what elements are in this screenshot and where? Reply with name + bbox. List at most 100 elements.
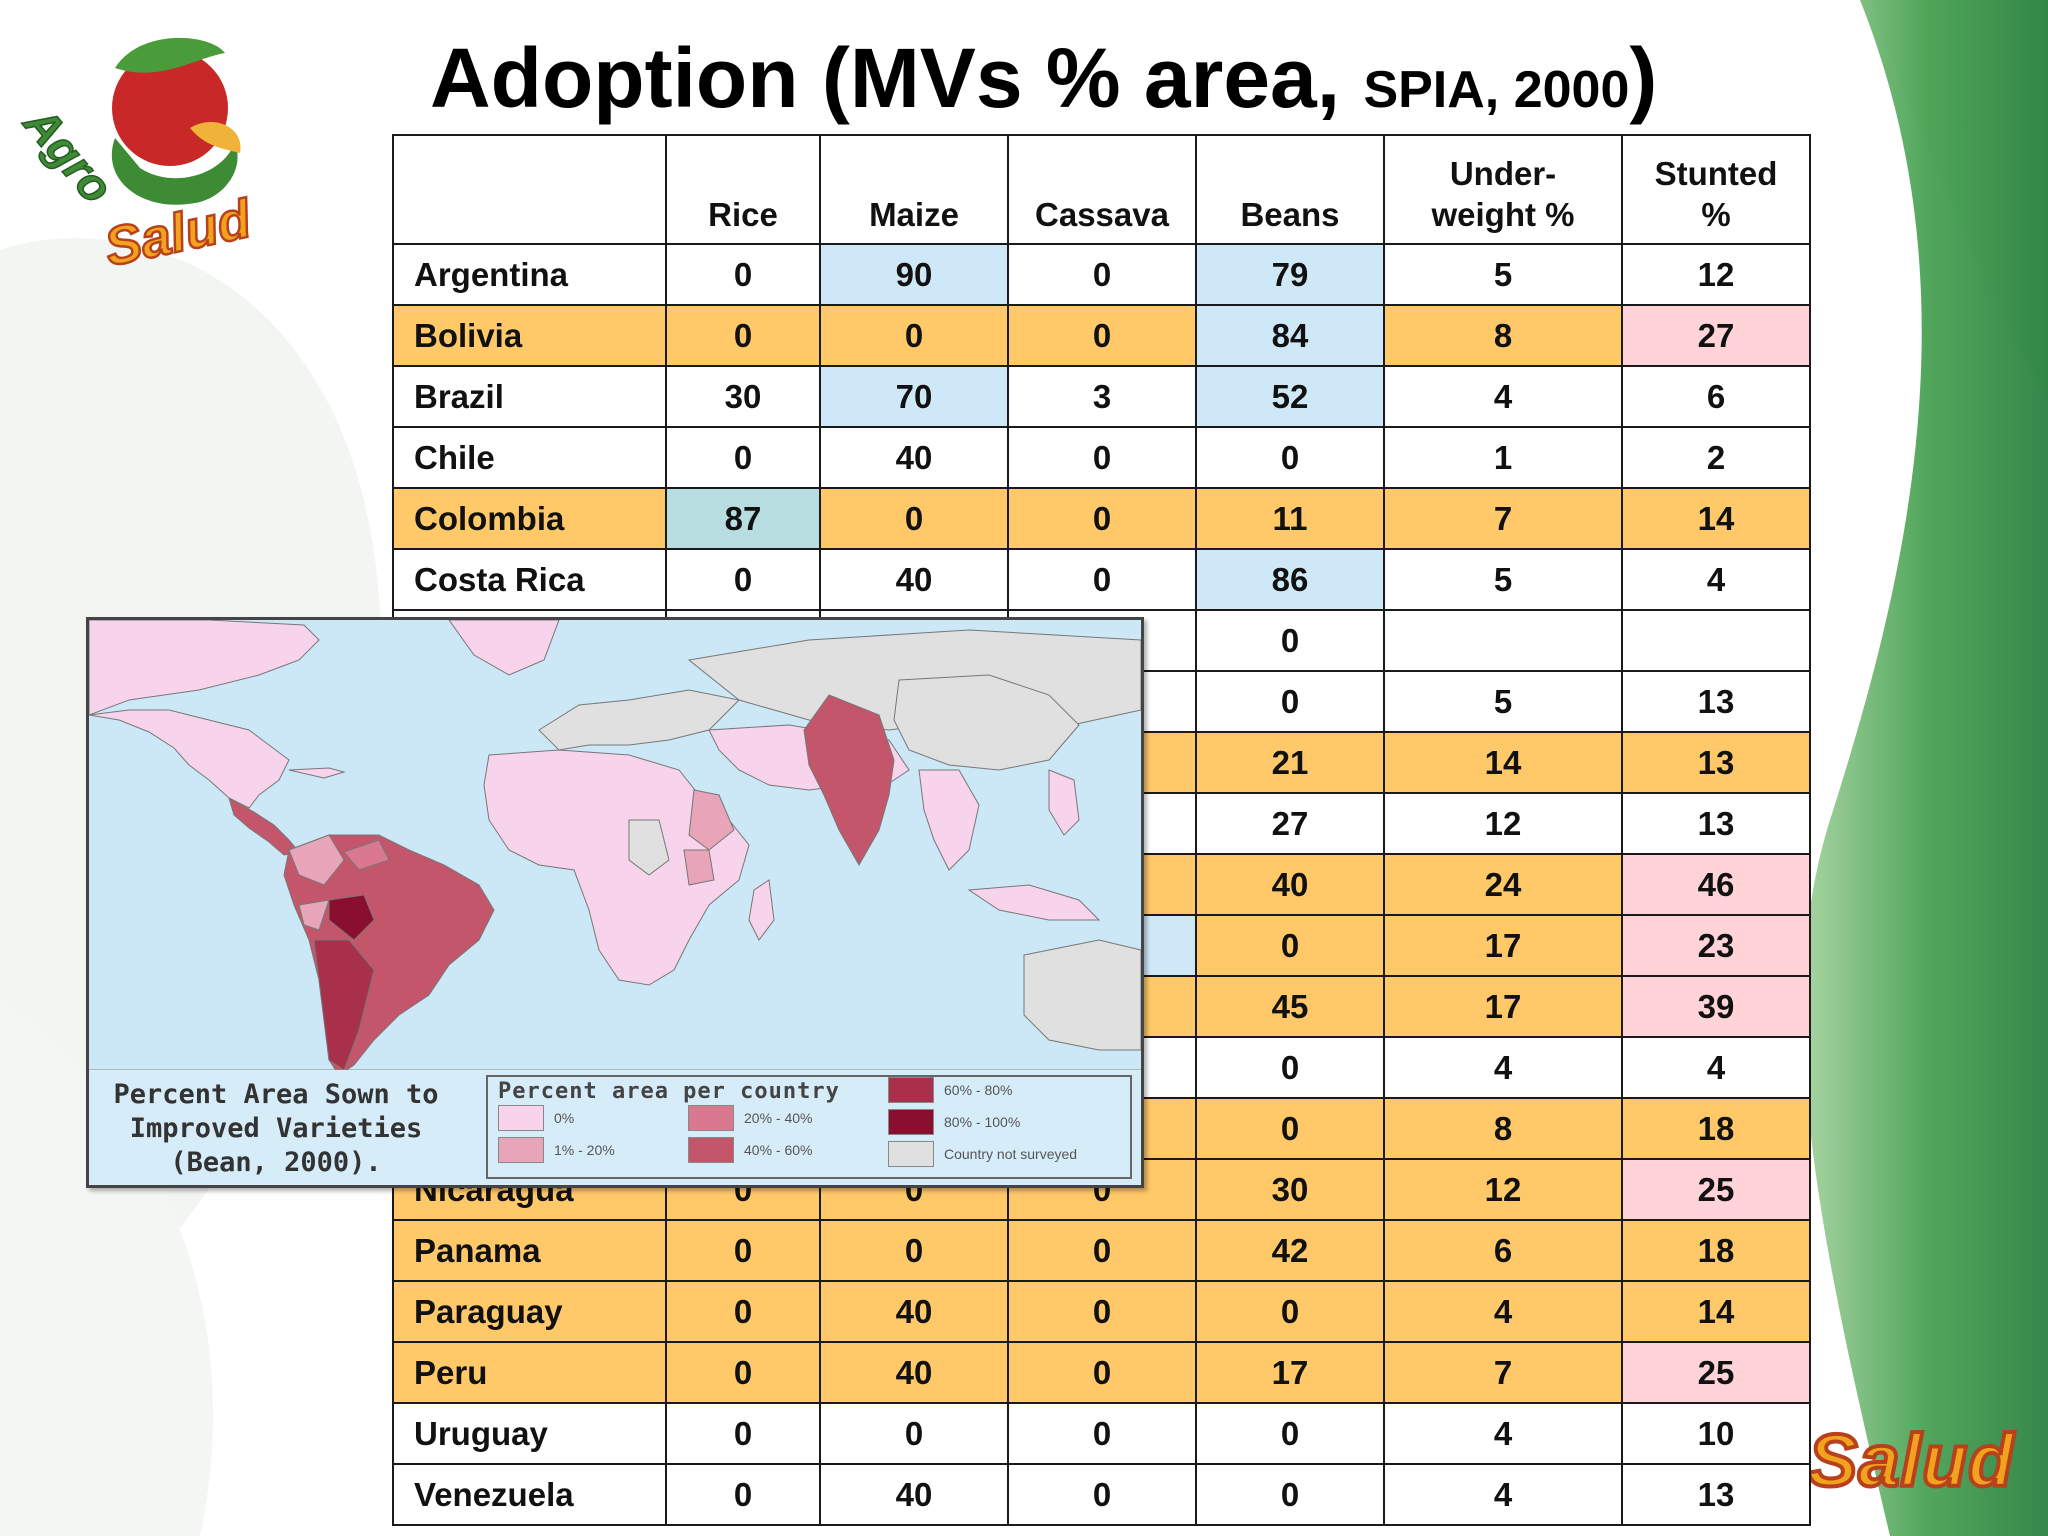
value-cell: 0: [665, 548, 821, 611]
value-cell: 40: [1195, 853, 1385, 916]
table-header-cell: Beans: [1195, 134, 1385, 245]
value-cell: 4: [1621, 1036, 1811, 1099]
value-cell: 0: [819, 1402, 1009, 1465]
value-cell: 5: [1383, 243, 1623, 306]
value-cell: 0: [1007, 1402, 1197, 1465]
value-cell: 0: [1007, 426, 1197, 489]
value-cell: 17: [1383, 975, 1623, 1038]
legend-item: 1% - 20%: [498, 1137, 615, 1163]
country-cell: Panama: [392, 1219, 667, 1282]
table-header-cell: Maize: [819, 134, 1009, 245]
value-cell: 40: [819, 548, 1009, 611]
legend-item: 40% - 60%: [688, 1137, 812, 1163]
value-cell: 0: [1007, 243, 1197, 306]
value-cell: 52: [1195, 365, 1385, 428]
value-cell: 0: [1195, 670, 1385, 733]
legend-item: 20% - 40%: [688, 1105, 812, 1131]
value-cell: 3: [1007, 365, 1197, 428]
value-cell: 30: [1195, 1158, 1385, 1221]
table-row: Paraguay 0 40 0 0 4 14: [392, 1280, 1811, 1343]
table-header-cell: Under- weight %: [1383, 134, 1623, 245]
value-cell: 86: [1195, 548, 1385, 611]
value-cell: 7: [1383, 1341, 1623, 1404]
value-cell: 0: [1007, 1463, 1197, 1526]
world-map-graphic: [89, 620, 1141, 1185]
value-cell: 0: [1007, 487, 1197, 550]
value-cell: 0: [665, 426, 821, 489]
country-cell: Uruguay: [392, 1402, 667, 1465]
table-row: Panama 0 0 0 42 6 18: [392, 1219, 1811, 1282]
value-cell: 2: [1621, 426, 1811, 489]
value-cell: 0: [819, 487, 1009, 550]
value-cell: [1383, 609, 1623, 672]
map-legend: Percent area per country 0% 1% - 20% 20%…: [486, 1075, 1132, 1179]
value-cell: 12: [1383, 792, 1623, 855]
value-cell: [1621, 609, 1811, 672]
legend-item: 80% - 100%: [888, 1109, 1020, 1135]
value-cell: 79: [1195, 243, 1385, 306]
table-header-cell: [392, 134, 667, 245]
value-cell: 1: [1383, 426, 1623, 489]
table-row: Costa Rica 0 40 0 86 5 4: [392, 548, 1811, 611]
value-cell: 21: [1195, 731, 1385, 794]
value-cell: 45: [1195, 975, 1385, 1038]
value-cell: 0: [819, 304, 1009, 367]
value-cell: 25: [1621, 1158, 1811, 1221]
table-row: Brazil 30 70 3 52 4 6: [392, 365, 1811, 428]
value-cell: 0: [665, 1280, 821, 1343]
table-row: Chile 0 40 0 0 1 2: [392, 426, 1811, 489]
table-header-cell: Rice: [665, 134, 821, 245]
value-cell: 4: [1383, 365, 1623, 428]
value-cell: 25: [1621, 1341, 1811, 1404]
value-cell: 4: [1383, 1036, 1623, 1099]
value-cell: 70: [819, 365, 1009, 428]
agrosalud-logo-partial: Salud: [1806, 1417, 2015, 1504]
value-cell: 23: [1621, 914, 1811, 977]
value-cell: 18: [1621, 1097, 1811, 1160]
legend-swatch: [888, 1141, 934, 1167]
value-cell: 0: [1007, 1280, 1197, 1343]
value-cell: 27: [1621, 304, 1811, 367]
value-cell: 84: [1195, 304, 1385, 367]
country-cell: Brazil: [392, 365, 667, 428]
value-cell: 0: [1007, 1341, 1197, 1404]
value-cell: 17: [1195, 1341, 1385, 1404]
legend-swatch: [688, 1105, 734, 1131]
value-cell: 0: [1195, 1463, 1385, 1526]
legend-item: 0%: [498, 1105, 574, 1131]
logo-text-agro: Agro: [20, 96, 123, 212]
legend-item: 60% - 80%: [888, 1077, 1012, 1103]
value-cell: 42: [1195, 1219, 1385, 1282]
value-cell: 90: [819, 243, 1009, 306]
value-cell: 5: [1383, 670, 1623, 733]
value-cell: 46: [1621, 853, 1811, 916]
legend-swatch: [888, 1109, 934, 1135]
value-cell: 0: [1195, 609, 1385, 672]
value-cell: 0: [1007, 548, 1197, 611]
value-cell: 4: [1383, 1280, 1623, 1343]
value-cell: 0: [1195, 1280, 1385, 1343]
value-cell: 13: [1621, 731, 1811, 794]
table-row: Bolivia 0 0 0 84 8 27: [392, 304, 1811, 367]
legend-swatch: [888, 1077, 934, 1103]
value-cell: 0: [665, 1402, 821, 1465]
value-cell: 0: [665, 304, 821, 367]
legend-swatch: [498, 1105, 544, 1131]
value-cell: 0: [819, 1219, 1009, 1282]
value-cell: 87: [665, 487, 821, 550]
country-cell: Bolivia: [392, 304, 667, 367]
legend-title: Percent area per country: [498, 1079, 840, 1104]
mexico-region: [89, 709, 290, 809]
table-row: Venezuela 0 40 0 0 4 13: [392, 1463, 1811, 1526]
table-row: Colombia 87 0 0 11 7 14: [392, 487, 1811, 550]
agrosalud-logo: Agro Salud: [20, 37, 258, 268]
value-cell: 13: [1621, 670, 1811, 733]
country-cell: Paraguay: [392, 1280, 667, 1343]
value-cell: 8: [1383, 304, 1623, 367]
table-row: Peru 0 40 0 17 7 25: [392, 1341, 1811, 1404]
value-cell: 0: [1195, 914, 1385, 977]
country-cell: Argentina: [392, 243, 667, 306]
table-row: Uruguay 0 0 0 0 4 10: [392, 1402, 1811, 1465]
value-cell: 0: [665, 243, 821, 306]
value-cell: 14: [1383, 731, 1623, 794]
